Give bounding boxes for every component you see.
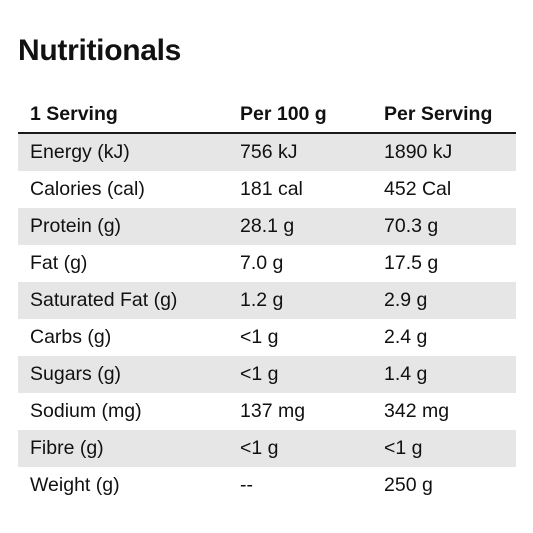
table-row-sodium: Sodium (mg) 137 mg 342 mg [18, 393, 516, 430]
table-row-fat: Fat (g) 7.0 g 17.5 g [18, 245, 516, 282]
table-row-energy: Energy (kJ) 756 kJ 1890 kJ [18, 134, 516, 171]
row-per-100g: 137 mg [240, 400, 306, 422]
row-per-100g: <1 g [240, 437, 279, 459]
row-label: Carbs (g) [30, 326, 112, 348]
row-label: Protein (g) [30, 215, 122, 237]
row-per-100g: 1.2 g [240, 289, 284, 311]
row-per-serving: 452 Cal [384, 178, 452, 200]
table-row-saturated-fat: Saturated Fat (g) 1.2 g 2.9 g [18, 282, 516, 319]
row-per-100g: 28.1 g [240, 215, 295, 237]
page-title: Nutritionals [18, 34, 182, 67]
table-header-row: 1 Serving Per 100 g Per Serving [18, 96, 516, 134]
row-per-100g: <1 g [240, 326, 279, 348]
row-per-100g: 181 cal [240, 178, 303, 200]
row-label: Energy (kJ) [30, 141, 130, 163]
table-row-protein: Protein (g) 28.1 g 70.3 g [18, 208, 516, 245]
table-row-weight: Weight (g) -- 250 g [18, 467, 516, 504]
row-label: Weight (g) [30, 474, 120, 496]
row-per-serving: 1.4 g [384, 363, 428, 385]
header-per-serving: Per Serving [384, 102, 493, 125]
row-per-serving: 250 g [384, 474, 433, 496]
row-per-100g: <1 g [240, 363, 279, 385]
row-per-100g: 7.0 g [240, 252, 284, 274]
row-per-serving: 70.3 g [384, 215, 439, 237]
table-row-carbs: Carbs (g) <1 g 2.4 g [18, 319, 516, 356]
table-row-sugars: Sugars (g) <1 g 1.4 g [18, 356, 516, 393]
row-per-serving: 2.4 g [384, 326, 428, 348]
row-per-serving: 2.9 g [384, 289, 428, 311]
table-row-calories: Calories (cal) 181 cal 452 Cal [18, 171, 516, 208]
row-per-100g: 756 kJ [240, 141, 298, 163]
row-per-serving: <1 g [384, 437, 423, 459]
table-row-fibre: Fibre (g) <1 g <1 g [18, 430, 516, 467]
row-label: Sodium (mg) [30, 400, 142, 422]
row-label: Saturated Fat (g) [30, 289, 178, 311]
row-label: Calories (cal) [30, 178, 145, 200]
nutrition-table: 1 Serving Per 100 g Per Serving Energy (… [18, 96, 516, 504]
header-per-100g: Per 100 g [240, 102, 327, 125]
row-label: Sugars (g) [30, 363, 122, 385]
row-per-serving: 1890 kJ [384, 141, 453, 163]
row-label: Fat (g) [30, 252, 88, 274]
row-per-serving: 342 mg [384, 400, 450, 422]
row-label: Fibre (g) [30, 437, 104, 459]
row-per-serving: 17.5 g [384, 252, 439, 274]
row-per-100g: -- [240, 474, 253, 496]
header-serving: 1 Serving [30, 102, 118, 125]
